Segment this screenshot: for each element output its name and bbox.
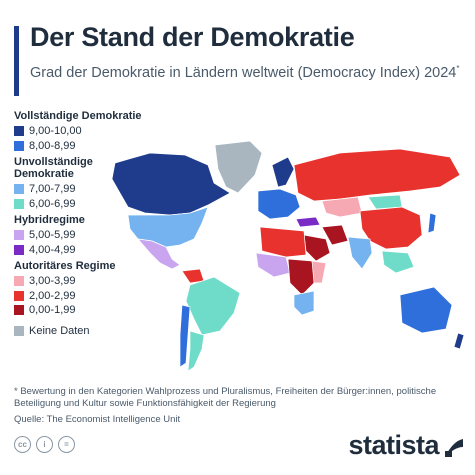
legend-label: 2,00-2,99 <box>29 289 76 302</box>
map-region <box>259 226 307 258</box>
legend-label: 3,00-3,99 <box>29 275 76 288</box>
map-region <box>179 304 191 368</box>
legend-label: 6,00-6,99 <box>29 197 76 210</box>
legend-item: 7,00-7,99 <box>14 182 164 197</box>
map-region <box>293 290 315 316</box>
title-accent-bar <box>14 26 19 96</box>
map-region <box>359 206 423 250</box>
legend-group-title: Vollständige Demokratie <box>14 110 142 122</box>
statista-logo: statista <box>348 430 439 460</box>
map-region <box>347 236 373 270</box>
legend-group: Autoritäres Regime 3,00-3,99 2,00-2,99 0,00… <box>14 260 164 318</box>
legend-swatch <box>14 140 24 151</box>
legend: Vollständige Demokratie 9,00-10,00 8,00-8,… <box>14 110 164 338</box>
legend-group-title: Hybridregime <box>14 214 85 226</box>
map-region <box>181 268 205 284</box>
map-region <box>399 286 453 334</box>
legend-swatch <box>14 325 24 336</box>
statista-mark-icon <box>445 439 463 457</box>
map-region <box>187 330 205 372</box>
map-region <box>367 194 403 210</box>
chart-subtitle: Grad der Demokratie in Ländern weltweit … <box>30 64 460 81</box>
legend-label: Keine Daten <box>29 324 90 337</box>
by-icon[interactable]: i <box>36 436 53 453</box>
legend-item: 9,00-10,00 <box>14 124 164 139</box>
legend-item: 2,00-2,99 <box>14 289 164 304</box>
cc-icon[interactable]: cc <box>14 436 31 453</box>
legend-item: 8,00-8,99 <box>14 139 164 154</box>
legend-label: 7,00-7,99 <box>29 183 76 196</box>
source-note: Quelle: The Economist Intelligence Unit <box>14 414 181 425</box>
legend-item: 3,00-3,99 <box>14 274 164 289</box>
map-region <box>303 234 331 262</box>
map-region <box>185 276 241 336</box>
legend-label: 5,00-5,99 <box>29 229 76 242</box>
legend-group: Vollständige Demokratie 9,00-10,00 8,00-8,… <box>14 110 164 153</box>
legend-swatch <box>14 198 24 209</box>
legend-label: 4,00-4,99 <box>29 243 76 256</box>
legend-swatch <box>14 230 24 241</box>
map-region <box>214 140 263 194</box>
legend-group-title: Unvollständige Demokratie <box>14 156 93 180</box>
license-icons: cc i = <box>14 436 75 453</box>
nd-icon[interactable]: = <box>58 436 75 453</box>
map-region <box>127 206 209 248</box>
legend-label: 8,00-8,99 <box>29 139 76 152</box>
legend-swatch <box>14 126 24 137</box>
map-region <box>271 156 295 188</box>
map-region <box>137 238 181 270</box>
map-region <box>257 188 301 220</box>
map-region <box>321 196 363 218</box>
map-region <box>287 258 317 296</box>
legend-item: 0,00-1,99 <box>14 303 164 318</box>
map-region <box>453 332 465 350</box>
legend-item-no-data: Keine Daten <box>14 324 164 339</box>
legend-swatch <box>14 244 24 255</box>
legend-item: 6,00-6,99 <box>14 197 164 212</box>
legend-swatch <box>14 290 24 301</box>
world-map <box>111 140 465 372</box>
map-region <box>427 212 437 234</box>
legend-item: 5,00-5,99 <box>14 228 164 243</box>
legend-group: Unvollständige Demokratie 7,00-7,99 6,00-6… <box>14 156 164 211</box>
map-region <box>293 148 461 202</box>
legend-label: 0,00-1,99 <box>29 304 76 317</box>
legend-group: Hybridregime 5,00-5,99 4,00-4,99 <box>14 214 164 257</box>
map-region <box>321 224 349 246</box>
map-region <box>111 152 231 216</box>
map-region <box>255 252 291 278</box>
map-region <box>295 216 321 228</box>
legend-swatch <box>14 305 24 316</box>
map-region <box>311 260 327 284</box>
legend-item: 4,00-4,99 <box>14 243 164 258</box>
legend-group-title: Autoritäres Regime <box>14 260 116 272</box>
footnote-marker: * <box>456 64 460 73</box>
legend-label: 9,00-10,00 <box>29 125 82 138</box>
chart-title: Der Stand der Demokratie <box>30 22 355 52</box>
legend-swatch <box>14 184 24 195</box>
map-region <box>381 250 415 274</box>
footnote: * Bewertung in den Kategorien Wahlprozes… <box>14 386 437 409</box>
legend-swatch <box>14 276 24 287</box>
